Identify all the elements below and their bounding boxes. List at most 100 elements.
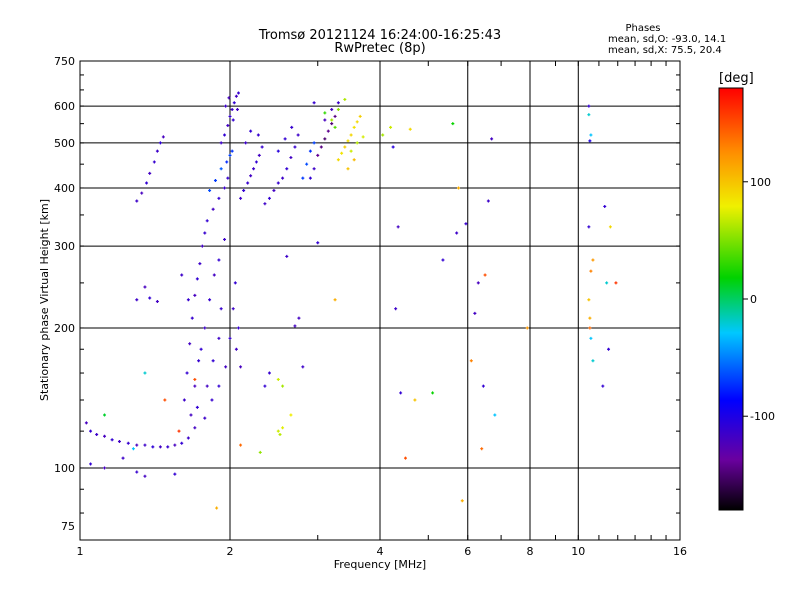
data-point (301, 176, 305, 180)
data-point (198, 262, 202, 266)
x-tick-label: 6 (464, 545, 471, 558)
data-point (211, 207, 215, 211)
data-point (297, 316, 301, 320)
data-point (225, 160, 229, 164)
data-point (480, 447, 484, 451)
data-point (233, 281, 237, 285)
data-point (219, 141, 223, 145)
data-point (326, 129, 330, 133)
data-point (234, 94, 238, 98)
data-point (148, 171, 152, 175)
data-point (143, 285, 147, 289)
data-point (289, 413, 293, 417)
data-point (352, 125, 356, 129)
data-point (276, 429, 280, 433)
data-point (158, 445, 162, 449)
x-tick-label: 2 (227, 545, 234, 558)
data-point (95, 433, 99, 437)
data-point (355, 120, 359, 124)
x-tick-label: 16 (673, 545, 687, 558)
data-point (244, 141, 248, 145)
data-point (84, 421, 88, 425)
y-tick-label: 200 (54, 322, 75, 335)
data-point (145, 181, 149, 185)
data-point (228, 114, 232, 118)
data-point (588, 326, 592, 330)
data-point (89, 462, 93, 466)
data-point (197, 359, 201, 363)
data-point (323, 111, 327, 115)
data-point (211, 359, 215, 363)
x-tick-labels: 1 2 4 6 8 10 16 (77, 545, 688, 558)
data-point (117, 439, 121, 443)
data-point (89, 429, 93, 433)
data-point (203, 326, 207, 330)
data-point (249, 174, 253, 178)
data-point (333, 114, 337, 118)
data-point (180, 273, 184, 277)
chart-subtitle: RwPretec (8p) (334, 41, 425, 56)
data-point (451, 122, 455, 126)
data-point (199, 347, 203, 351)
data-point (296, 133, 300, 137)
data-point (193, 293, 197, 297)
data-point (389, 125, 393, 129)
data-point (441, 258, 445, 262)
data-point (308, 149, 312, 153)
data-point (457, 186, 461, 190)
data-point (193, 377, 197, 381)
data-point (239, 196, 243, 200)
data-point (285, 167, 289, 171)
colorbar-tick-label: -100 (750, 410, 775, 423)
data-point (230, 107, 234, 111)
colorbar (718, 87, 744, 511)
data-point (258, 450, 262, 454)
data-point (189, 413, 193, 417)
data-point (177, 429, 181, 433)
data-point (278, 433, 282, 437)
data-point (330, 118, 334, 122)
data-point (589, 336, 593, 340)
data-point (413, 398, 417, 402)
data-point (605, 281, 609, 285)
data-point (493, 413, 497, 417)
data-point (249, 129, 253, 133)
data-point (490, 137, 494, 141)
data-point (589, 133, 593, 137)
data-point (316, 241, 320, 245)
data-point (190, 316, 194, 320)
data-point (263, 202, 267, 206)
data-point (203, 416, 207, 420)
data-point (396, 225, 400, 229)
data-point (431, 391, 435, 395)
data-point (293, 324, 297, 328)
data-point (267, 371, 271, 375)
data-point (349, 149, 353, 153)
data-point (195, 277, 199, 281)
data-point (481, 384, 485, 388)
data-point (343, 145, 347, 149)
data-point (290, 125, 294, 129)
data-point (182, 398, 186, 402)
y-tick-label: 600 (54, 100, 75, 113)
data-point (131, 447, 135, 451)
data-point (281, 384, 285, 388)
data-point (252, 167, 256, 171)
colorbar-ticks: -100 0 100 (743, 176, 775, 423)
data-point (219, 167, 223, 171)
data-point (587, 298, 591, 302)
data-point (215, 506, 219, 510)
data-point (236, 326, 240, 330)
data-point (601, 384, 605, 388)
data-point (200, 244, 204, 248)
stats-line-o: mean, sd,O: -93.0, 14.1 (608, 34, 726, 45)
data-point (272, 189, 276, 193)
data-point (469, 359, 473, 363)
data-point (143, 443, 147, 447)
data-point (155, 149, 159, 153)
data-point (381, 133, 385, 137)
data-point (195, 405, 199, 409)
data-point (166, 445, 170, 449)
data-point (408, 127, 412, 131)
data-point (151, 445, 155, 449)
